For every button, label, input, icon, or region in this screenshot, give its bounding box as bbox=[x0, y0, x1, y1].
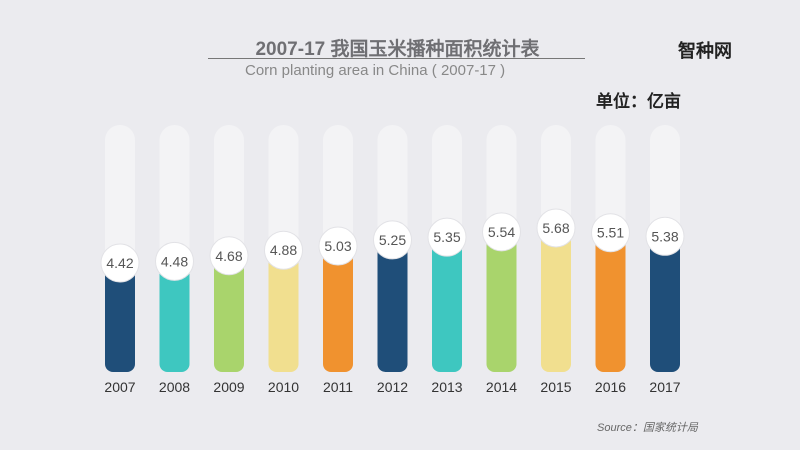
data-label: 5.54 bbox=[488, 224, 515, 240]
data-label: 5.68 bbox=[542, 220, 569, 236]
bar bbox=[486, 231, 517, 372]
value-bubble bbox=[209, 236, 249, 276]
data-label: 5.25 bbox=[379, 232, 406, 248]
source-label: Source：国家统计局 bbox=[597, 422, 698, 434]
bar bbox=[105, 263, 135, 372]
data-label: 4.68 bbox=[215, 248, 242, 264]
unit-label: 单位：亿亩 bbox=[596, 92, 681, 111]
x-tick-label: 2012 bbox=[377, 379, 408, 395]
data-label: 4.42 bbox=[106, 255, 133, 271]
x-tick-label: 2010 bbox=[268, 379, 299, 395]
data-label: 5.03 bbox=[324, 238, 351, 254]
bar bbox=[541, 227, 571, 372]
value-bubble bbox=[536, 208, 576, 248]
value-bubble bbox=[155, 241, 194, 281]
bar bbox=[268, 250, 299, 372]
value-bubble bbox=[591, 213, 630, 253]
bar bbox=[214, 255, 244, 372]
value-bubble bbox=[427, 217, 467, 257]
x-tick-label: 2014 bbox=[486, 379, 517, 395]
value-bubble bbox=[100, 243, 140, 283]
x-tick-label: 2016 bbox=[595, 379, 626, 395]
x-tick-label: 2017 bbox=[649, 379, 680, 395]
bar bbox=[595, 232, 626, 372]
value-bubble bbox=[264, 230, 303, 270]
bar bbox=[650, 236, 680, 372]
logo: 智种网 bbox=[678, 41, 732, 62]
value-bubble bbox=[373, 220, 412, 260]
data-label: 4.48 bbox=[161, 253, 188, 269]
chart-subtitle: Corn planting area in China ( 2007-17 ) bbox=[245, 62, 506, 79]
x-tick-label: 2007 bbox=[104, 379, 135, 395]
x-tick-label: 2015 bbox=[540, 379, 571, 395]
x-tick-label: 2008 bbox=[159, 379, 190, 395]
value-bubble bbox=[645, 216, 685, 256]
data-label: 5.35 bbox=[433, 229, 460, 245]
chart-title: 2007-17 我国玉米播种面积统计表 bbox=[255, 39, 540, 60]
data-label: 5.51 bbox=[597, 225, 624, 241]
value-bubble bbox=[318, 226, 358, 266]
data-label: 4.88 bbox=[270, 242, 297, 258]
x-tick-label: 2011 bbox=[323, 379, 353, 395]
x-tick-label: 2013 bbox=[431, 379, 462, 395]
bar bbox=[377, 239, 408, 372]
bar bbox=[159, 261, 190, 372]
value-bubble bbox=[482, 212, 521, 252]
data-label: 5.38 bbox=[651, 228, 678, 244]
bar bbox=[432, 237, 462, 372]
bar bbox=[323, 246, 353, 372]
x-tick-label: 2009 bbox=[213, 379, 244, 395]
title-divider bbox=[208, 58, 585, 59]
